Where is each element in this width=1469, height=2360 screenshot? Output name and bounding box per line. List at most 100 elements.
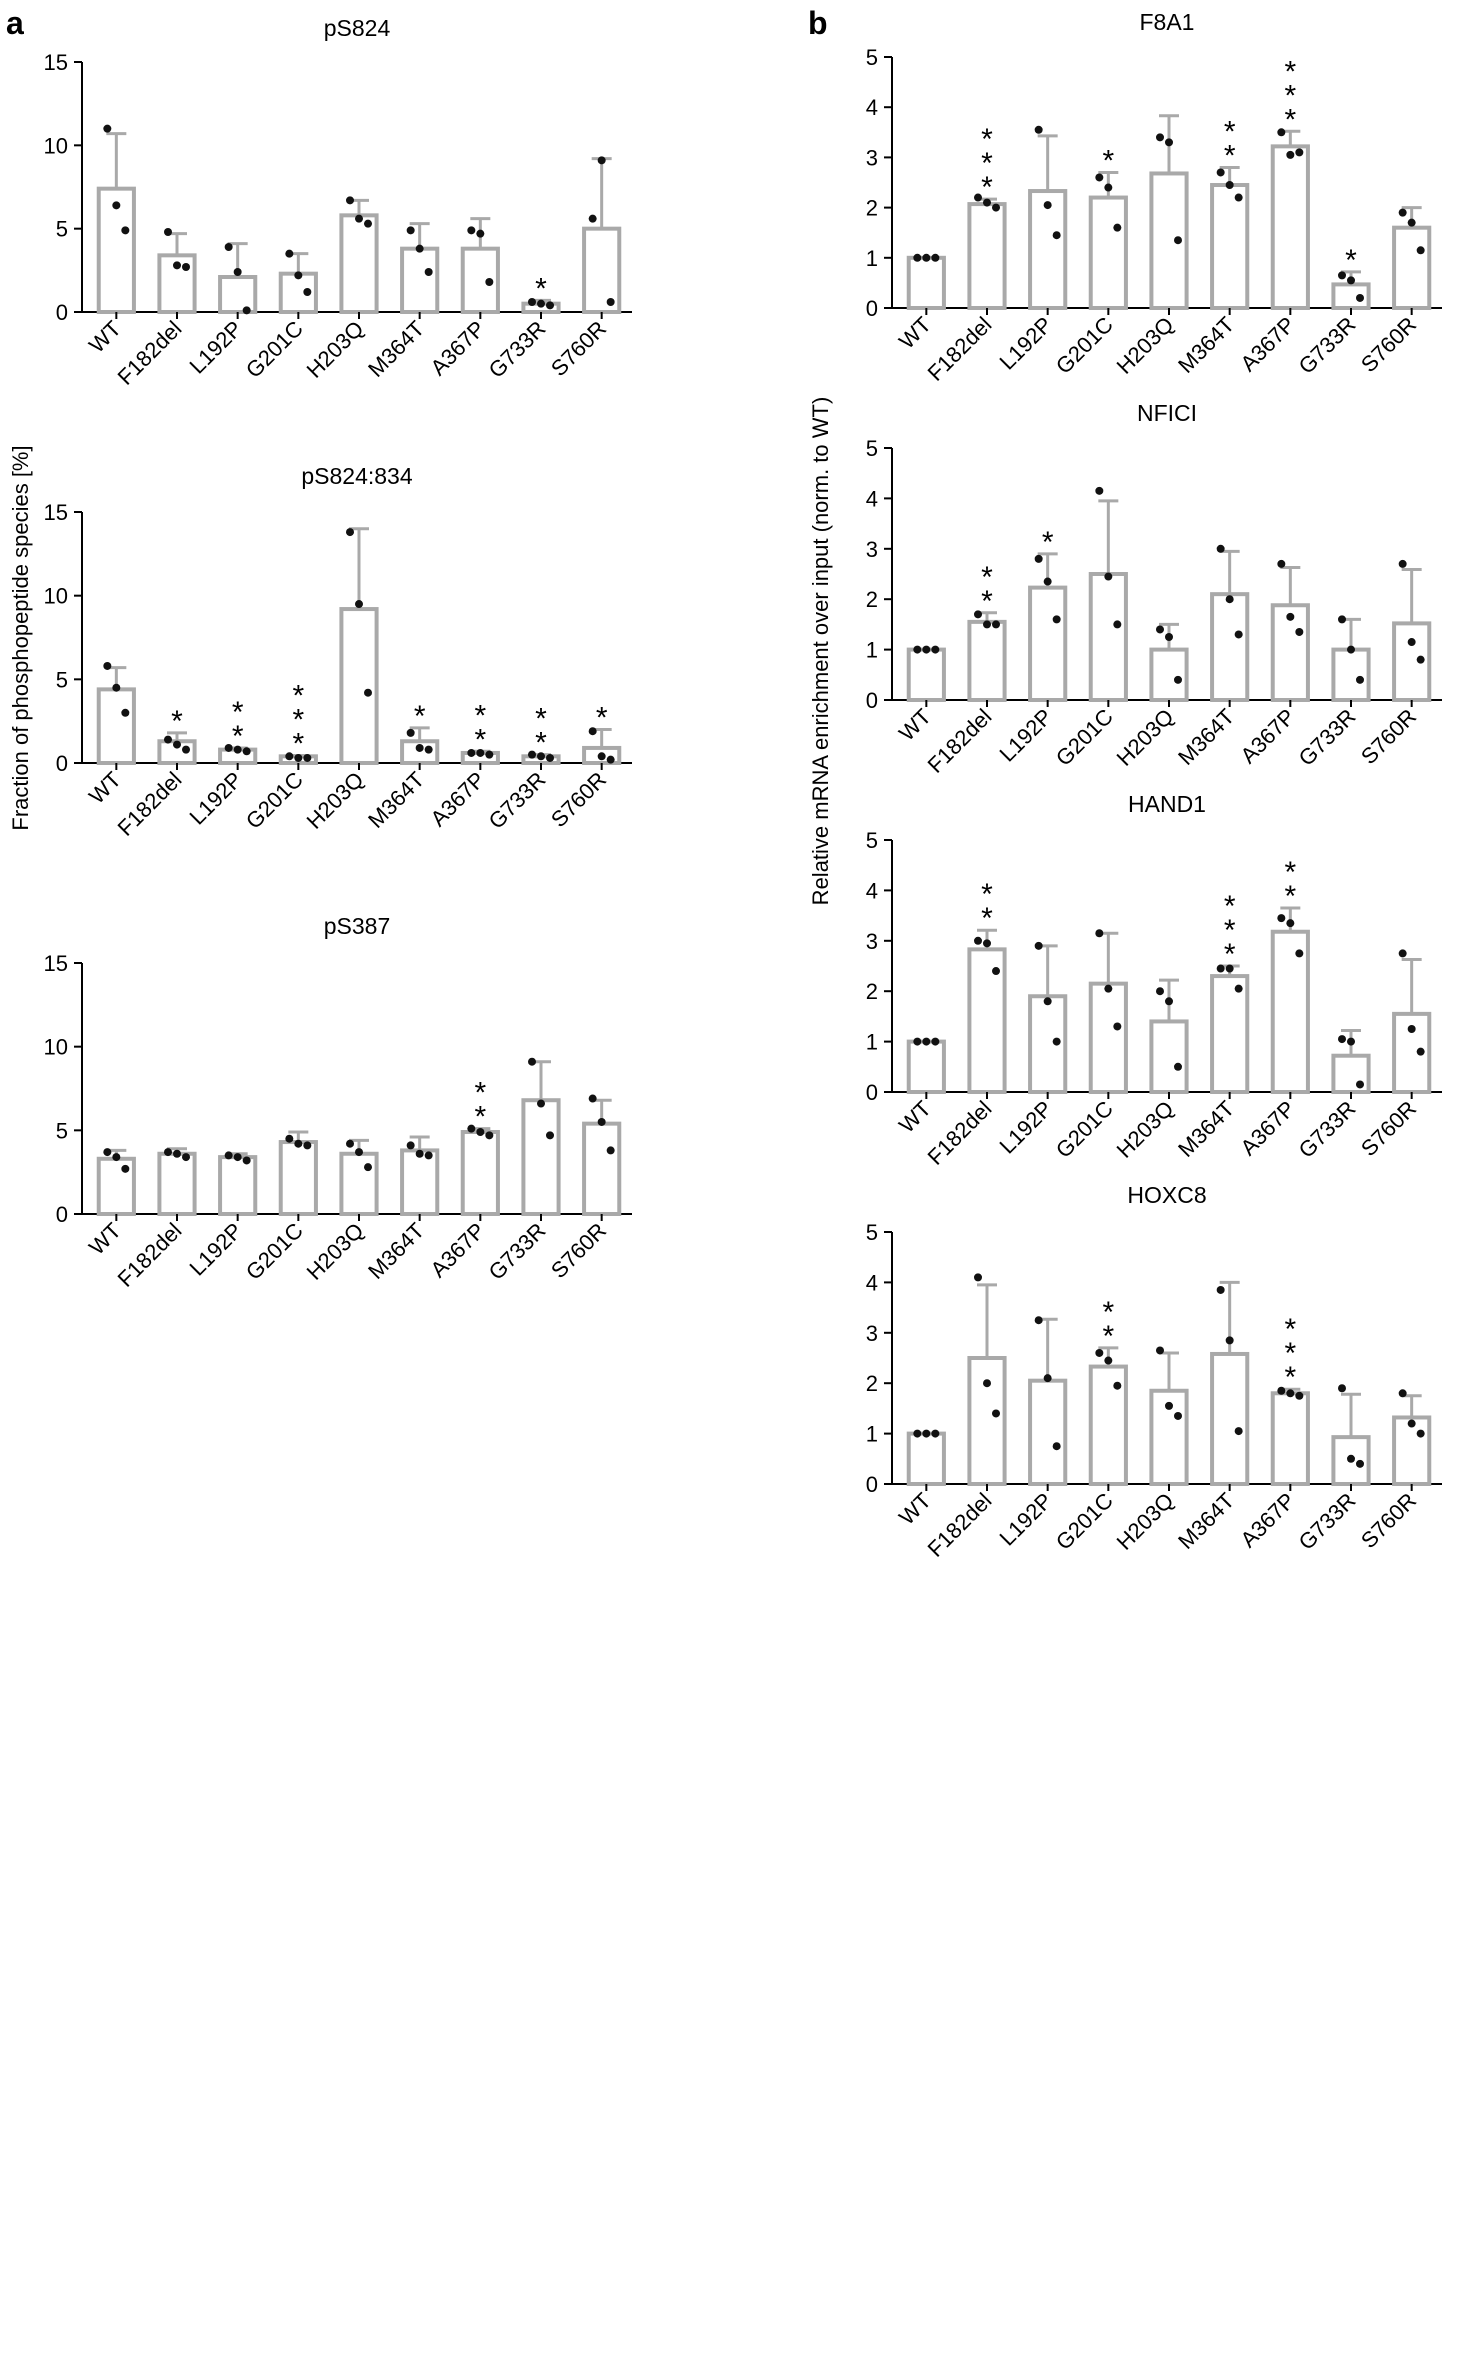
- data-point: [1165, 633, 1173, 641]
- data-point: [476, 229, 485, 238]
- x-tick-label: F182del: [923, 1096, 997, 1170]
- y-tick-label: 0: [866, 1472, 878, 1497]
- data-point: [1347, 1454, 1355, 1463]
- bar-h203q: [339, 607, 379, 766]
- bar-h203q: [339, 1151, 379, 1217]
- data-point: [1416, 1047, 1425, 1056]
- data-point: [364, 1163, 372, 1172]
- x-tick-label: WT: [84, 767, 126, 809]
- data-point: [1295, 1391, 1304, 1400]
- data-point: [1407, 1419, 1416, 1428]
- data-point: [1104, 183, 1113, 192]
- chart-ps824: pS824 0 5 10 15 WTF182delL192PG201CH203QM364T…: [44, 15, 632, 390]
- x-tick-label: S760R: [1356, 1096, 1421, 1161]
- data-point: [1165, 1401, 1173, 1410]
- x-tick-label: G201C: [241, 316, 308, 383]
- data-point: [467, 226, 476, 235]
- data-point: [285, 1134, 294, 1143]
- data-point: [294, 271, 303, 280]
- y-tick-label: 4: [866, 486, 878, 511]
- significance-marker: * *: [474, 1077, 486, 1134]
- data-point: [974, 610, 982, 619]
- bar-m364t: [400, 1148, 440, 1216]
- data-point: [1277, 128, 1286, 137]
- data-point: [1095, 173, 1104, 182]
- data-point: [974, 193, 982, 202]
- y-tick-label: 5: [56, 217, 68, 242]
- significance-marker: *: [414, 700, 426, 733]
- data-point: [913, 645, 922, 654]
- data-point: [1338, 1384, 1346, 1393]
- data-point: [1347, 645, 1355, 654]
- x-tick-label: A367P: [425, 1218, 489, 1282]
- x-tick-label: F182del: [113, 1218, 187, 1292]
- x-tick-label: F182del: [923, 1488, 997, 1562]
- data-point: [992, 203, 1000, 212]
- data-point: [182, 263, 190, 271]
- x-tick-label: G733R: [1294, 1096, 1361, 1163]
- data-point: [1095, 929, 1104, 938]
- data-point: [597, 1117, 606, 1126]
- data-point: [983, 939, 991, 948]
- bar-g201c: [1088, 981, 1128, 1095]
- panel-label-a: a: [6, 5, 24, 41]
- data-point: [588, 1094, 597, 1103]
- data-point: [346, 196, 354, 205]
- data-point: [1398, 949, 1407, 958]
- bar-a367p: [1270, 929, 1310, 1095]
- data-point: [1234, 1427, 1243, 1436]
- data-point: [233, 1153, 242, 1162]
- data-point: [597, 752, 606, 761]
- x-tick-label: L192P: [995, 1488, 1058, 1551]
- y-tick-label: 3: [866, 1321, 878, 1346]
- data-point: [303, 1141, 312, 1150]
- x-tick-label: M364T: [363, 767, 429, 833]
- data-point: [1347, 276, 1355, 285]
- data-point: [537, 752, 545, 761]
- data-point: [182, 1153, 190, 1162]
- y-tick-label: 15: [44, 951, 68, 976]
- data-point: [1356, 1459, 1364, 1468]
- data-point: [346, 1139, 354, 1148]
- data-point: [285, 249, 294, 258]
- significance-marker: *: [1042, 526, 1054, 559]
- significance-marker: * * *: [1284, 55, 1296, 136]
- data-point: [1174, 1062, 1182, 1071]
- data-point: [1216, 168, 1225, 177]
- data-point: [1165, 138, 1173, 147]
- x-tick-label: A367P: [1235, 312, 1299, 376]
- y-tick-label: 5: [866, 45, 878, 70]
- data-point: [1052, 231, 1061, 240]
- data-point: [606, 755, 615, 764]
- significance-marker: * * *: [1224, 890, 1236, 971]
- y-tick-label: 2: [866, 196, 878, 221]
- y-tick-label: 4: [866, 1270, 878, 1295]
- data-point: [224, 743, 233, 752]
- data-point: [1286, 612, 1295, 621]
- x-tick-label: G733R: [1294, 312, 1361, 379]
- data-point: [415, 244, 424, 253]
- data-point: [355, 1148, 363, 1157]
- bar-g201c: [1088, 572, 1128, 702]
- data-point: [1398, 1389, 1407, 1398]
- significance-marker: * *: [474, 699, 486, 756]
- data-point: [1052, 1037, 1061, 1046]
- data-point: [242, 1156, 251, 1165]
- x-tick-label: M364T: [1173, 704, 1239, 770]
- chart-title: NFICI: [1137, 400, 1197, 426]
- data-point: [242, 306, 251, 315]
- data-point: [1104, 572, 1113, 581]
- bar-m364t: [1210, 974, 1250, 1095]
- data-point: [974, 936, 982, 945]
- significance-marker: * *: [232, 696, 244, 753]
- y-tick-label: 2: [866, 1371, 878, 1396]
- data-point: [1416, 1429, 1425, 1438]
- x-tick-label: G733R: [484, 316, 551, 383]
- data-point: [103, 124, 112, 133]
- significance-marker: *: [596, 702, 608, 735]
- significance-marker: * *: [1102, 1296, 1114, 1353]
- significance-marker: *: [1345, 244, 1357, 277]
- y-tick-label: 0: [866, 296, 878, 321]
- data-point: [913, 1429, 922, 1438]
